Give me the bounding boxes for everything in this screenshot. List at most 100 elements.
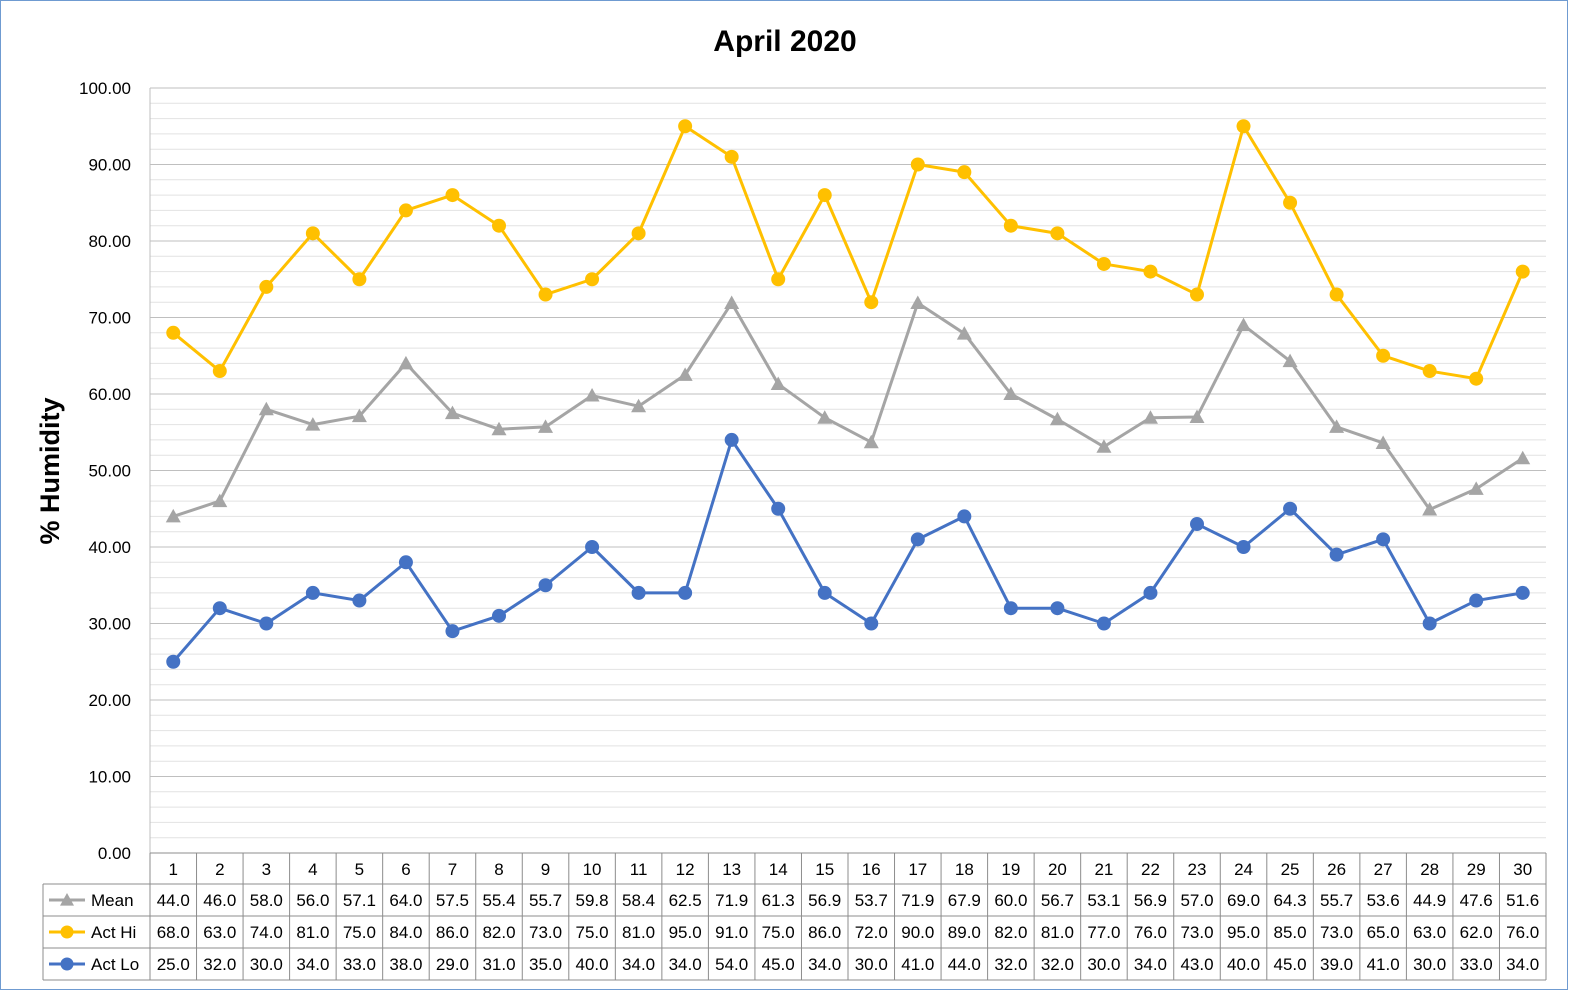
- data-point-act-hi: [631, 226, 646, 241]
- table-cell-value: 33.0: [1460, 955, 1493, 974]
- data-point-mean: [1282, 353, 1298, 368]
- data-point-act-hi: [1422, 364, 1437, 379]
- table-cell-value: 63.0: [1413, 923, 1446, 942]
- x-category-label: 28: [1420, 860, 1439, 879]
- y-tick-label: 70.00: [88, 309, 131, 328]
- table-cell-value: 91.0: [715, 923, 748, 942]
- data-point-mean: [863, 434, 879, 449]
- table-cell-value: 82.0: [482, 923, 515, 942]
- data-point-act-hi: [1515, 264, 1530, 279]
- data-point-act-hi: [1143, 264, 1158, 279]
- data-point-act-lo: [1329, 547, 1344, 562]
- legend-key-marker: [60, 957, 74, 971]
- data-point-act-hi: [398, 203, 413, 218]
- x-category-label: 1: [169, 860, 178, 879]
- data-point-act-lo: [678, 585, 693, 600]
- data-point-mean: [1049, 411, 1065, 426]
- table-cell-value: 55.7: [529, 891, 562, 910]
- table-cell-value: 40.0: [576, 955, 609, 974]
- table-cell-value: 45.0: [762, 955, 795, 974]
- humidity-line-chart: April 2020 % Humidity 0.0010.0020.0030.0…: [35, 25, 1547, 981]
- x-category-label: 21: [1094, 860, 1113, 879]
- y-tick-label: 30.00: [88, 615, 131, 634]
- data-point-act-hi: [305, 226, 320, 241]
- table-cell-value: 53.1: [1087, 891, 1120, 910]
- data-point-act-hi: [1376, 348, 1391, 363]
- data-table: 1 2 3 4 5 6 7 8 9 10 11 12 13 14 15 16 17 18 19 20 21 22 23 24 2…: [42, 852, 1547, 981]
- data-point-act-hi: [678, 119, 693, 134]
- series-line-act-hi: [172, 124, 1525, 381]
- table-cell-value: 29.0: [436, 955, 469, 974]
- table-cell-value: 40.0: [1227, 955, 1260, 974]
- data-point-mean: [305, 417, 321, 431]
- legend-key-marker: [60, 893, 74, 906]
- data-point-act-hi: [352, 272, 367, 287]
- gridlines: [149, 87, 1546, 854]
- data-point-act-lo: [1469, 593, 1484, 608]
- table-cell-value: 38.0: [389, 955, 422, 974]
- data-point-mean: [165, 508, 181, 523]
- table-cell-value: 55.4: [482, 891, 515, 910]
- table-cell-value: 56.9: [808, 891, 841, 910]
- table-cell-value: 34.0: [808, 955, 841, 974]
- data-point-mean: [956, 326, 972, 340]
- table-cell-value: 71.9: [715, 891, 748, 910]
- data-point-mean: [1142, 410, 1158, 424]
- data-point-mean: [1096, 439, 1112, 453]
- chart-frame: April 2020 % Humidity 0.00 10.00 20.00 30.0…: [0, 0, 1568, 990]
- data-point-act-hi: [1469, 371, 1484, 386]
- x-category-label: 3: [262, 860, 271, 879]
- table-cell-value: 30.0: [855, 955, 888, 974]
- table-cell-value: 86.0: [808, 923, 841, 942]
- table-cell-value: 85.0: [1274, 923, 1307, 942]
- data-point-act-lo: [631, 585, 646, 600]
- data-point-mean: [631, 398, 647, 413]
- table-cell-value: 75.0: [762, 923, 795, 942]
- data-point-act-lo: [1376, 532, 1391, 547]
- table-cell-value: 53.7: [855, 891, 888, 910]
- data-point-act-lo: [1190, 517, 1204, 532]
- data-point-act-hi: [957, 165, 972, 180]
- table-cell-value: 34.0: [1506, 955, 1539, 974]
- data-point-act-lo: [724, 432, 739, 447]
- x-category-label: 22: [1141, 860, 1160, 879]
- table-cell-value: 57.5: [436, 891, 469, 910]
- table-cell-value: 73.0: [529, 923, 562, 942]
- data-point-act-hi: [1236, 119, 1251, 134]
- data-point-mean: [770, 376, 786, 391]
- data-point-act-lo: [910, 532, 925, 547]
- data-point-mean: [1236, 317, 1252, 332]
- table-cell-value: 34.0: [296, 955, 329, 974]
- data-point-mean: [1329, 419, 1345, 433]
- data-point-act-lo: [585, 540, 600, 554]
- data-point-act-lo: [1236, 540, 1251, 554]
- y-tick-label: 40.00: [88, 538, 131, 557]
- data-point-act-lo: [957, 509, 972, 524]
- table-cell-value: 71.9: [901, 891, 934, 910]
- x-category-label: 17: [908, 860, 927, 879]
- x-category-label: 14: [769, 860, 788, 879]
- table-cell-value: 45.0: [1274, 955, 1307, 974]
- table-cell-value: 73.0: [1180, 923, 1213, 942]
- x-category-label: 26: [1327, 860, 1346, 879]
- data-point-act-lo: [166, 654, 181, 669]
- x-category-label: 8: [494, 860, 503, 879]
- table-cell-value: 32.0: [994, 955, 1027, 974]
- series-layer: [165, 119, 1531, 669]
- table-cell-value: 41.0: [1367, 955, 1400, 974]
- series-line-act-lo: [172, 438, 1523, 663]
- data-point-act-lo: [1143, 585, 1158, 600]
- data-point-act-lo: [352, 593, 367, 608]
- x-category-label: 29: [1467, 860, 1486, 879]
- x-category-label: 20: [1048, 860, 1067, 879]
- data-point-act-lo: [398, 555, 413, 570]
- data-point-act-hi: [166, 325, 181, 340]
- x-category-label: 7: [448, 860, 457, 879]
- table-cell-value: 90.0: [901, 923, 934, 942]
- table-cell-value: 57.0: [1180, 891, 1213, 910]
- y-tick-label: 10.00: [88, 768, 131, 787]
- chart-title: April 2020: [713, 25, 856, 58]
- data-point-mean: [258, 401, 274, 416]
- table-cell-value: 65.0: [1367, 923, 1400, 942]
- data-point-act-lo: [1283, 501, 1298, 516]
